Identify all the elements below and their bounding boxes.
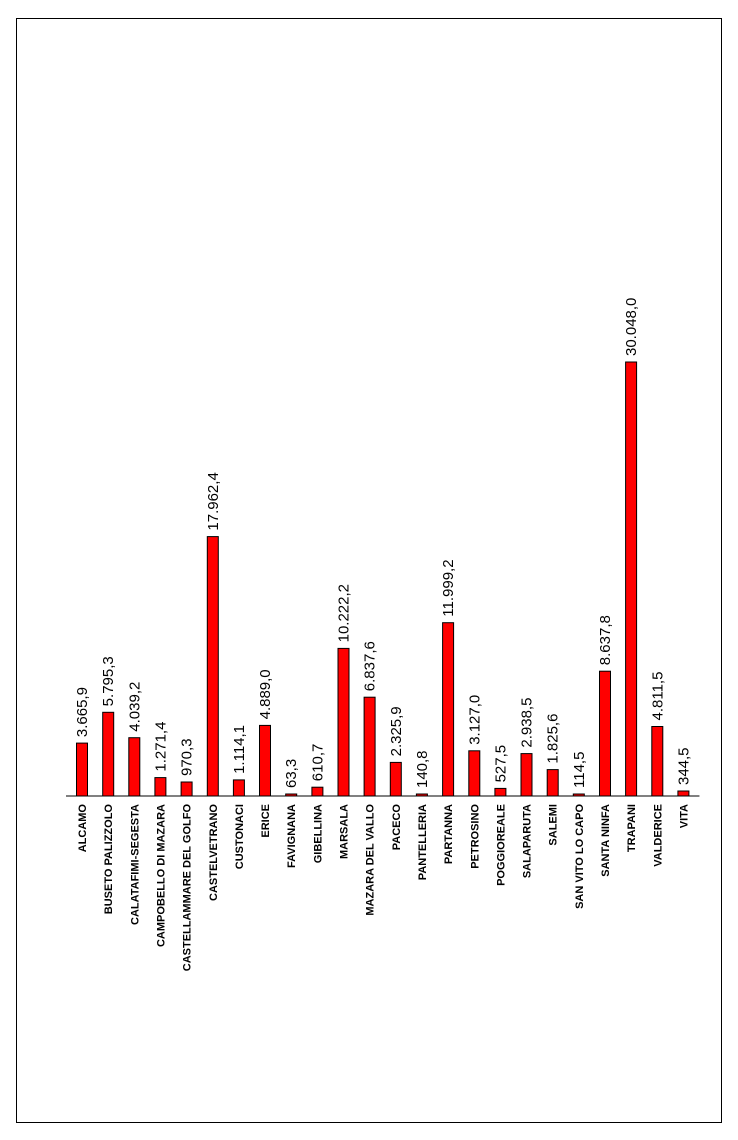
value-label-15: 3.127,0	[466, 695, 483, 745]
category-label-2: CALATAFIMI-SEGESTA	[129, 804, 141, 925]
category-label-14: PARTANNA	[443, 804, 455, 864]
value-label-19: 114,5	[571, 752, 588, 788]
category-label-1: BUSETO PALIZZOLO	[103, 804, 115, 915]
bar-12	[389, 761, 402, 797]
bar-0	[76, 742, 88, 797]
value-label-7: 4.889,0	[257, 669, 274, 719]
value-label-12: 2.325,9	[388, 706, 405, 756]
category-label-15: PETROSINO	[469, 804, 481, 869]
bar-21	[625, 361, 638, 797]
value-label-21: 30.048,0	[623, 298, 640, 356]
category-label-9: GIBELLINA	[312, 804, 324, 863]
bar-11	[363, 696, 376, 797]
category-label-21: TRAPANI	[626, 804, 638, 852]
category-label-23: VITA	[678, 804, 690, 828]
bar-10	[337, 647, 350, 797]
value-label-16: 527,5	[492, 745, 509, 783]
category-label-16: POGGIOREALE	[495, 804, 507, 886]
category-label-12: PACECO	[391, 804, 403, 851]
bar-19	[572, 793, 585, 797]
value-label-20: 8.637,8	[597, 615, 614, 665]
category-labels-group: ALCAMO BUSETO PALIZZOLO CALATAFIMI-SEGESTA…	[77, 804, 690, 972]
bar-3	[154, 777, 167, 797]
bar-2	[128, 737, 141, 797]
bar-7	[259, 724, 271, 797]
value-label-3: 1.271,4	[152, 722, 169, 772]
value-labels-group: 3.665,9 5.795,3 4.039,2 1.271,4 970,3 17.962,…	[74, 298, 692, 788]
bar-23	[677, 790, 690, 797]
value-label-11: 6.837,6	[362, 641, 379, 691]
value-label-14: 11.999,2	[440, 559, 457, 616]
value-label-8: 63,3	[283, 759, 300, 788]
value-label-4: 970,3	[179, 738, 196, 776]
category-label-4: CASTELLAMMARE DEL GOLFO	[182, 804, 194, 972]
value-label-22: 4.811,5	[649, 672, 666, 721]
bar-20	[599, 670, 611, 797]
value-label-23: 344,5	[675, 747, 692, 785]
bar-5	[206, 536, 219, 797]
bar-22	[651, 726, 664, 797]
category-label-6: CUSTONACI	[234, 804, 246, 869]
bar-15	[468, 750, 481, 797]
bar-8	[285, 793, 298, 797]
bars-group	[76, 361, 690, 797]
value-label-10: 10.222,2	[336, 584, 353, 642]
value-label-9: 610,7	[309, 744, 326, 782]
category-label-11: MAZARA DEL VALLO	[365, 804, 377, 916]
bar-6	[232, 779, 245, 797]
bar-13	[415, 793, 428, 797]
value-label-17: 2.938,5	[519, 698, 536, 748]
category-label-22: VALDERICE	[652, 804, 664, 867]
bar-18	[546, 769, 559, 797]
category-label-18: SALEMI	[548, 804, 560, 846]
category-label-5: CASTELVETRANO	[208, 804, 220, 901]
value-label-0: 3.665,9	[74, 687, 91, 737]
category-label-7: ERICE	[260, 804, 272, 838]
value-label-1: 5.795,3	[100, 656, 117, 706]
bar-4	[180, 781, 193, 797]
category-label-13: PANTELLERIA	[417, 804, 429, 880]
category-label-20: SANTA NINFA	[600, 804, 612, 877]
category-label-3: CAMPOBELLO DI MAZARA	[155, 804, 167, 947]
category-label-0: ALCAMO	[77, 804, 89, 853]
value-label-13: 140,8	[414, 750, 431, 788]
chart-frame	[16, 18, 722, 1123]
category-label-8: FAVIGNANA	[286, 804, 298, 868]
category-label-17: SALAPARUTA	[522, 804, 534, 878]
bar-16	[494, 787, 507, 797]
bar-1	[102, 711, 115, 797]
bar-17	[520, 753, 533, 797]
bar-14	[442, 622, 455, 797]
bar-9	[311, 786, 324, 797]
value-label-2: 4.039,2	[126, 682, 143, 732]
value-label-5: 17.962,4	[205, 472, 222, 530]
category-label-10: MARSALA	[339, 804, 351, 859]
category-label-19: SAN VITO LO CAPO	[574, 804, 586, 909]
value-label-18: 1.825,6	[545, 714, 562, 764]
value-label-6: 1.114,1	[231, 725, 248, 774]
